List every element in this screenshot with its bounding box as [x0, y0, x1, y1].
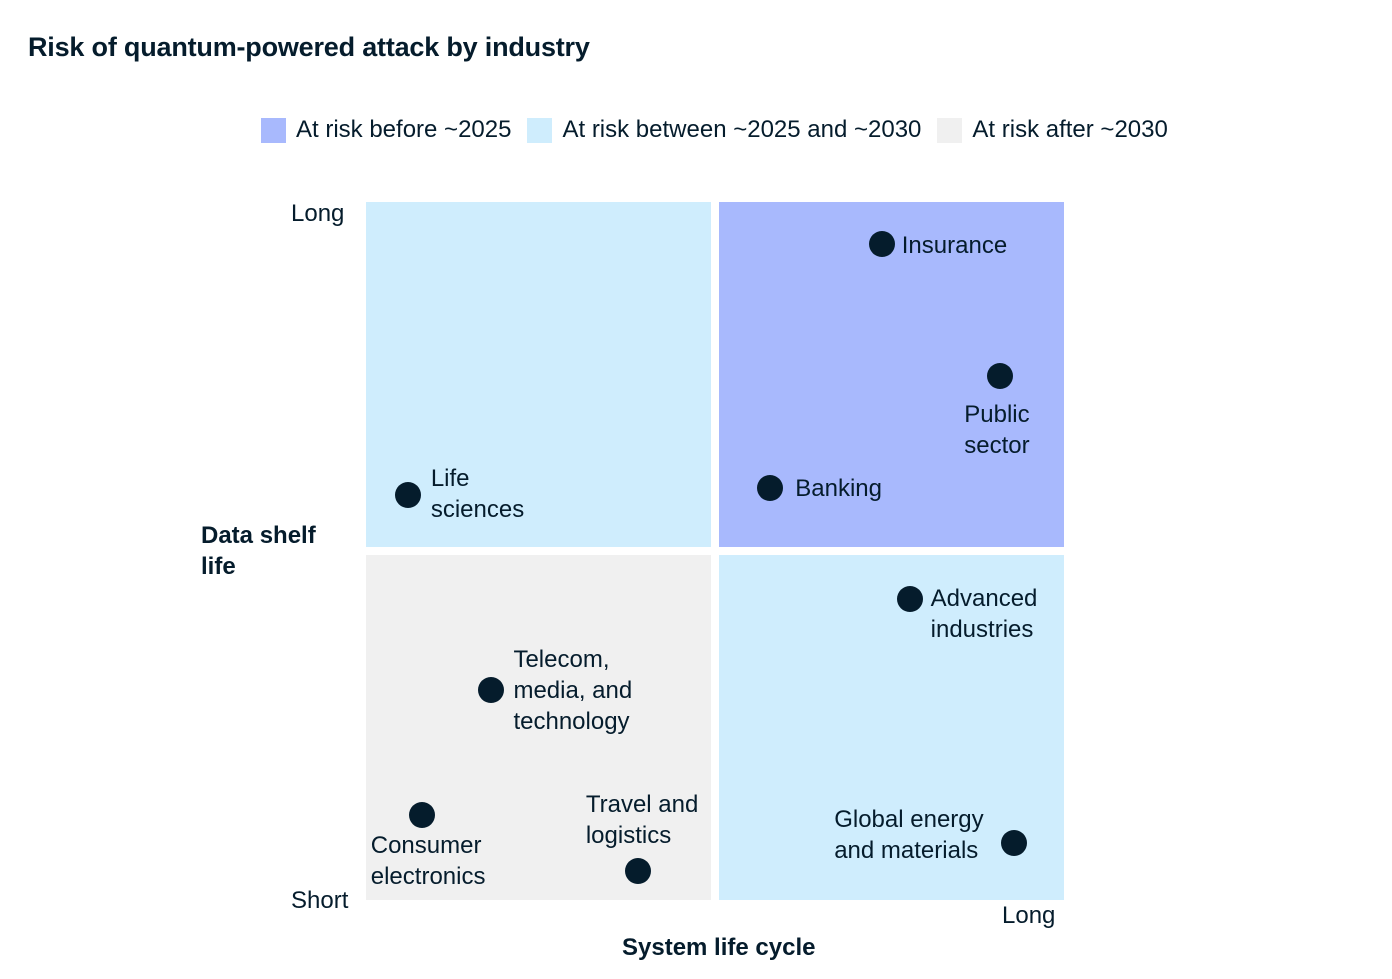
- data-point: [478, 676, 505, 703]
- label-line: and materials: [834, 837, 979, 865]
- label-line: Telecom,: [513, 645, 610, 673]
- label-line: Consumer: [370, 832, 482, 860]
- data-point: [987, 363, 1014, 390]
- data-point-label: Telecom, media, and technology: [513, 644, 632, 737]
- data-point-label: Public sector: [964, 399, 1029, 461]
- data-point: [757, 474, 784, 501]
- data-point: [868, 230, 895, 257]
- y-tick-long: Long: [291, 200, 345, 227]
- data-point-label: Banking: [795, 473, 882, 504]
- legend-item-before-2025: At risk before ~2025: [261, 116, 511, 144]
- data-point-label: Consumer electronics: [371, 830, 486, 892]
- quadrant-bottom-left: [366, 555, 711, 900]
- legend-swatch: [937, 117, 963, 143]
- x-axis-title: System life cycle: [622, 934, 816, 961]
- label-line: Banking: [795, 474, 882, 502]
- label-line: logistics: [585, 822, 672, 850]
- quadrant-top-left: [366, 202, 711, 547]
- legend: At risk before ~2025 At risk between ~20…: [261, 116, 1184, 144]
- label-line: Life: [430, 464, 470, 492]
- data-point: [624, 858, 651, 885]
- x-tick-long: Long: [1002, 902, 1056, 929]
- data-point-label: Global energy and materials: [834, 804, 983, 866]
- data-point-label: Advanced industries: [931, 583, 1038, 645]
- legend-swatch: [527, 117, 553, 143]
- legend-label: At risk before ~2025: [296, 116, 512, 143]
- legend-item-after-2030: At risk after ~2030: [937, 116, 1168, 144]
- label-line: technology: [513, 707, 630, 735]
- label-line: Insurance: [901, 231, 1008, 259]
- legend-item-2025-2030: At risk between ~2025 and ~2030: [527, 116, 921, 144]
- legend-label: At risk between ~2025 and ~2030: [562, 116, 922, 143]
- y-tick-short: Short: [291, 887, 349, 914]
- label-line: industries: [930, 616, 1034, 644]
- label-line: media, and: [513, 676, 633, 704]
- label-line: sector: [964, 432, 1030, 460]
- data-point-label: Insurance: [902, 230, 1007, 261]
- label-line: Public: [964, 401, 1030, 429]
- data-point-label: Travel and logistics: [586, 789, 699, 851]
- data-point: [1001, 830, 1028, 857]
- data-point: [394, 481, 421, 508]
- data-point: [408, 802, 435, 829]
- legend-swatch: [261, 117, 286, 143]
- chart-title: Risk of quantum-powered attack by indust…: [28, 32, 590, 62]
- label-line: Advanced: [930, 585, 1038, 613]
- data-point: [896, 586, 923, 613]
- y-axis-title: Data shelf life: [201, 522, 316, 580]
- label-line: Travel and: [585, 791, 699, 819]
- label-line: electronics: [370, 863, 486, 891]
- label-line: sciences: [430, 495, 525, 523]
- data-point-label: Life sciences: [431, 463, 524, 525]
- legend-label: At risk after ~2030: [972, 116, 1168, 143]
- label-line: Global energy: [834, 806, 984, 834]
